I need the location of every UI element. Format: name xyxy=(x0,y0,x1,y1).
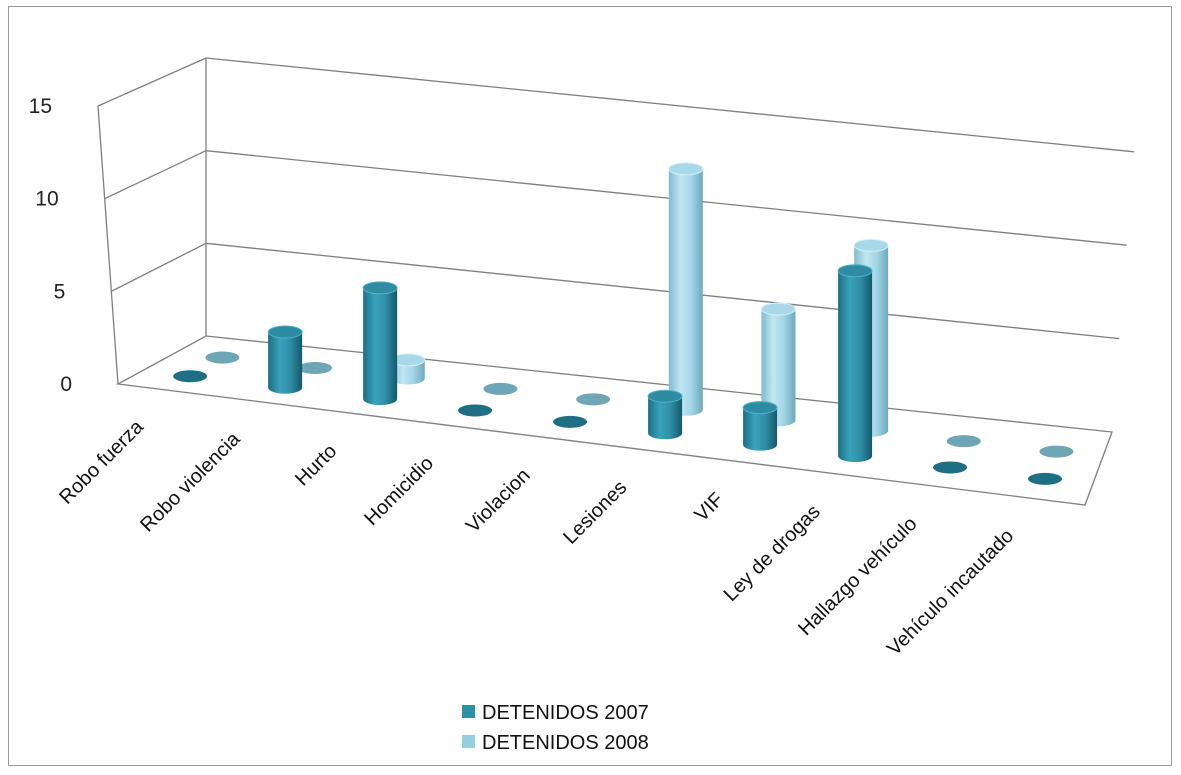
category-label: Hallazgo vehículo xyxy=(794,513,921,640)
chart-axes xyxy=(97,57,1135,506)
gridline xyxy=(205,242,1120,340)
y-tick-labels: 0 5 10 15 xyxy=(29,95,72,396)
bar-2008 xyxy=(668,162,704,416)
chart-frame xyxy=(8,6,1172,766)
bar-2008 xyxy=(576,393,611,406)
bar-2007 xyxy=(1028,472,1063,485)
bar-2007 xyxy=(647,389,683,440)
category-label: VIF xyxy=(691,489,729,527)
legend-swatch-2007 xyxy=(462,705,475,718)
category-label: Homicidio xyxy=(360,452,438,530)
gridline xyxy=(205,57,1135,153)
bar-2007 xyxy=(362,281,398,406)
side-gridline xyxy=(104,150,207,200)
bar-2007 xyxy=(553,415,588,428)
bar-2008 xyxy=(298,361,333,374)
bar-2008 xyxy=(205,351,240,364)
category-label: Robo violencia xyxy=(136,428,245,537)
bar-2008 xyxy=(390,353,426,385)
y-tick-label: 0 xyxy=(60,373,72,396)
bar-2008 xyxy=(946,435,981,448)
bar-2008 xyxy=(483,382,518,395)
bar-2007 xyxy=(458,404,493,417)
legend: DETENIDOS 2007 DETENIDOS 2008 xyxy=(462,702,649,754)
bars xyxy=(173,162,1074,485)
category-label: Lesiones xyxy=(559,477,631,549)
category-label: Hurto xyxy=(291,440,341,490)
bar-2008 xyxy=(1039,445,1074,458)
category-label: Violacion xyxy=(462,464,535,537)
legend-swatch-2008 xyxy=(462,735,475,748)
y-tick-label: 15 xyxy=(29,95,52,118)
y-axis-line xyxy=(97,105,119,385)
bar-2008 xyxy=(760,302,796,427)
category-label: Ley de drogas xyxy=(720,501,825,606)
bar-2007 xyxy=(742,401,778,451)
category-label: Robo fuerza xyxy=(55,415,148,508)
bar-2007 xyxy=(173,370,208,383)
legend-label-2008: DETENIDOS 2008 xyxy=(482,732,649,754)
y-tick-label: 5 xyxy=(54,280,66,303)
floor xyxy=(115,335,1113,506)
bar-2007 xyxy=(837,264,873,463)
side-gridline xyxy=(111,242,207,292)
y-tick-label: 10 xyxy=(35,188,58,211)
side-gridline xyxy=(97,57,207,107)
bar-2007 xyxy=(933,461,968,474)
bar-2007 xyxy=(267,325,303,394)
gridline xyxy=(205,150,1127,246)
legend-label-2007: DETENIDOS 2007 xyxy=(482,702,649,724)
